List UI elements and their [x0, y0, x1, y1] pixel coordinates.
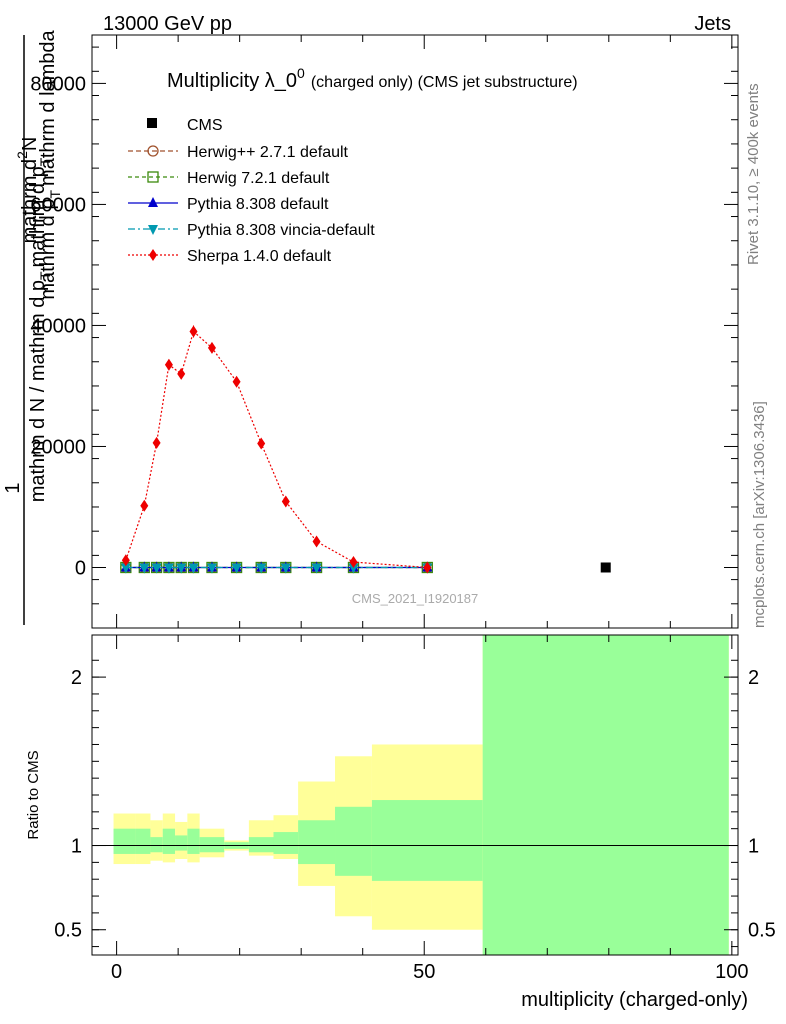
legend-label: Herwig++ 2.7.1 default — [187, 144, 349, 161]
ratio-band-green — [298, 820, 336, 865]
ratio-tick-label-right: 2 — [748, 667, 759, 689]
legend: CMS Herwig++ 2.7.1 default Herwig 7.2.1 d… — [128, 117, 375, 265]
ratio-tick-label: 2 — [71, 667, 82, 689]
series-point — [139, 563, 150, 574]
x-tick-label: 100 — [715, 961, 748, 983]
ratio-band-green — [135, 828, 151, 854]
series-point — [176, 563, 187, 574]
ratio-tick-label-right: 1 — [748, 836, 759, 858]
main-axis-ticks: 0 20000 40000 60000 80000 — [30, 35, 738, 629]
main-series-group — [120, 325, 611, 574]
ratio-band-green — [175, 835, 188, 851]
legend-label: Pythia 8.308 vincia-default — [187, 222, 375, 239]
series-point — [140, 499, 149, 512]
y-label-one: 1 — [2, 482, 24, 493]
ratio-band-green — [113, 828, 136, 854]
series-point — [164, 358, 173, 371]
ratio-band-green — [371, 800, 483, 881]
analysis-watermark: CMS_2021_I1920187 — [352, 591, 479, 606]
main-plot-frame — [91, 34, 739, 629]
series-point — [163, 563, 174, 574]
ratio-tick-label: 0.5 — [54, 920, 82, 942]
y-tick-label: 0 — [75, 557, 86, 579]
ratio-band-green — [273, 832, 299, 854]
legend-marker — [147, 171, 159, 183]
series-point — [206, 563, 217, 574]
ratio-band-green — [482, 635, 729, 955]
series-3 — [120, 563, 433, 574]
y-tick-label: 60000 — [30, 194, 86, 216]
x-tick-label: 0 — [111, 961, 122, 983]
ratio-band-green — [187, 828, 200, 854]
series-point — [311, 563, 322, 574]
x-axis-label: multiplicity (charged-only) — [521, 989, 748, 1011]
legend-label: Herwig 7.2.1 default — [187, 170, 330, 187]
ratio-bands-group — [113, 635, 729, 955]
legend-label-cms: CMS — [187, 117, 223, 134]
y-label-numerator-denom: mathrm d pTmathrm d lambda — [37, 29, 63, 299]
y-label-numerator: mathrm d2N — [14, 137, 41, 244]
ratio-tick-label-right: 0.5 — [748, 920, 776, 942]
x-tick-label: 50 — [413, 961, 435, 983]
category-label: Jets — [694, 13, 731, 35]
series-point — [120, 563, 131, 574]
series-point — [312, 535, 321, 548]
cms-data-point — [600, 562, 611, 573]
plot-title: Multiplicity λ_00(charged only) (CMS jet… — [167, 65, 578, 92]
series-point — [256, 563, 267, 574]
legend-label: Sherpa 1.4.0 default — [187, 248, 332, 265]
ratio-band-green — [248, 837, 274, 853]
legend-marker — [149, 249, 157, 261]
legend-marker — [148, 197, 158, 207]
rivet-version-label: Rivet 3.1.10, ≥ 400k events — [745, 83, 762, 265]
series-point — [152, 436, 161, 449]
ratio-axis-ticks: 0.5 0.5 1 1 2 2 — [54, 659, 776, 948]
series-point — [349, 556, 358, 569]
y-tick-label: 80000 — [30, 73, 86, 95]
ratio-band-green — [162, 828, 176, 854]
y-tick-label: 40000 — [30, 315, 86, 337]
series-point — [151, 563, 162, 574]
y-label-denominator: mathrm d N / mathrm d pTmathrm d pT — [27, 157, 53, 502]
legend-marker — [148, 225, 158, 235]
x-axis-ticks: 0 50 100 — [111, 635, 749, 983]
energy-label: 13000 GeV pp — [103, 13, 232, 35]
ratio-band-green — [150, 837, 163, 853]
series-point — [189, 325, 198, 338]
y-axis-label: 1 mathrm d N / mathrm d pTmathrm d pT ma… — [2, 29, 63, 625]
series-point — [231, 563, 242, 574]
series-point — [280, 563, 291, 574]
series-point — [281, 495, 290, 508]
legend-marker — [147, 145, 159, 157]
series-point — [232, 375, 241, 388]
legend-marker-cms — [147, 118, 157, 128]
mcplots-label: mcplots.cern.ch [arXiv:1306.3436] — [751, 401, 768, 628]
legend-series-group: Herwig++ 2.7.1 default Herwig 7.2.1 defau… — [128, 144, 375, 265]
series-4 — [121, 325, 432, 574]
series-point — [348, 563, 359, 574]
series-point — [207, 341, 216, 354]
ratio-band-green — [199, 837, 225, 853]
series-point — [121, 554, 130, 567]
series-point — [257, 437, 266, 450]
series-point — [177, 367, 186, 380]
ratio-band-green — [335, 806, 372, 876]
legend-label: Pythia 8.308 default — [187, 196, 329, 213]
y-tick-label: 20000 — [30, 436, 86, 458]
series-point — [423, 561, 432, 574]
ratio-tick-label: 1 — [71, 836, 82, 858]
series-point — [188, 563, 199, 574]
ratio-y-label: Ratio to CMS — [25, 750, 42, 839]
